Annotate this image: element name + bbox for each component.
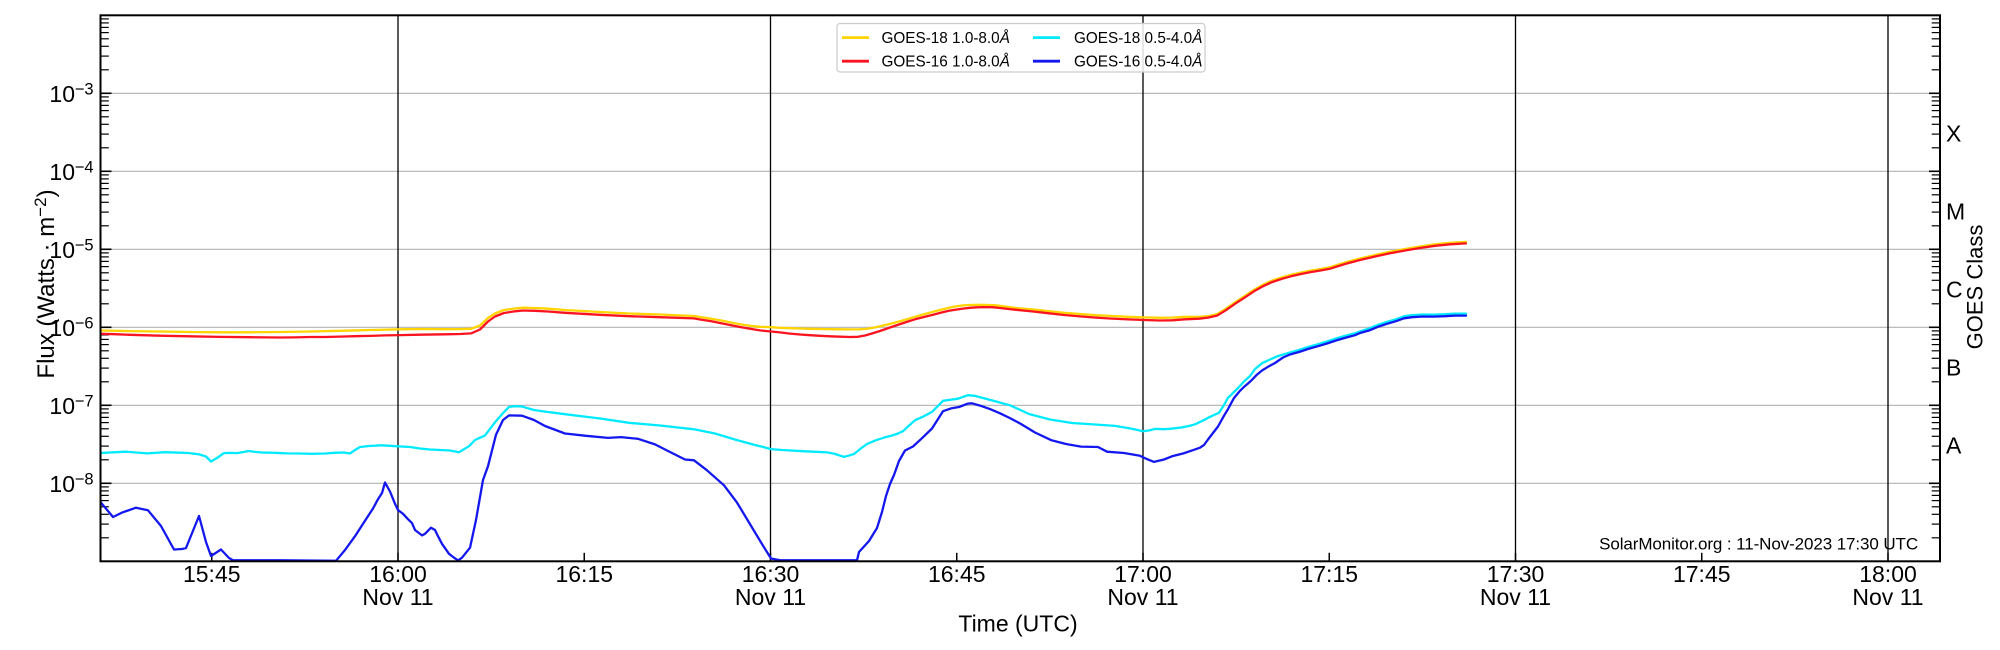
svg-text:M: M — [1946, 199, 1965, 225]
svg-text:GOES-18 1.0-8.0Å: GOES-18 1.0-8.0Å — [882, 30, 1010, 47]
svg-text:Time (UTC): Time (UTC) — [958, 611, 1077, 637]
svg-text:−8: −8 — [75, 470, 94, 488]
svg-text:17:30: 17:30 — [1487, 561, 1545, 587]
svg-text:GOES-18 0.5-4.0Å: GOES-18 0.5-4.0Å — [1074, 30, 1202, 47]
svg-text:Flux (Watts · m−2): Flux (Watts · m−2) — [31, 189, 60, 378]
svg-text:Nov 11: Nov 11 — [1480, 584, 1551, 610]
svg-text:−5: −5 — [75, 236, 94, 254]
svg-text:16:30: 16:30 — [742, 561, 800, 587]
svg-text:X: X — [1946, 121, 1961, 147]
svg-text:−3: −3 — [75, 80, 94, 98]
svg-text:B: B — [1946, 355, 1961, 381]
svg-text:17:45: 17:45 — [1673, 561, 1731, 587]
svg-text:16:45: 16:45 — [928, 561, 986, 587]
svg-text:−4: −4 — [75, 158, 94, 176]
svg-text:10: 10 — [49, 471, 75, 497]
svg-text:GOES-16 1.0-8.0Å: GOES-16 1.0-8.0Å — [882, 54, 1010, 71]
svg-text:SolarMonitor.org : 11-Nov-2023: SolarMonitor.org : 11-Nov-2023 17:30 UTC — [1599, 535, 1918, 554]
svg-text:C: C — [1946, 277, 1963, 303]
svg-text:10: 10 — [49, 81, 75, 107]
svg-text:10: 10 — [49, 159, 75, 185]
svg-text:18:00: 18:00 — [1859, 561, 1917, 587]
svg-text:−6: −6 — [75, 314, 94, 332]
svg-text:GOES-16 0.5-4.0Å: GOES-16 0.5-4.0Å — [1074, 54, 1202, 71]
svg-text:16:15: 16:15 — [555, 561, 613, 587]
svg-text:Nov 11: Nov 11 — [362, 584, 433, 610]
svg-text:10: 10 — [49, 393, 75, 419]
svg-text:−7: −7 — [75, 392, 94, 410]
svg-text:Nov 11: Nov 11 — [735, 584, 806, 610]
svg-text:15:45: 15:45 — [183, 561, 241, 587]
svg-text:10: 10 — [49, 315, 75, 341]
svg-text:10: 10 — [49, 237, 75, 263]
svg-text:Nov 11: Nov 11 — [1107, 584, 1178, 610]
svg-text:A: A — [1946, 433, 1962, 459]
svg-text:GOES Class: GOES Class — [1963, 225, 1988, 350]
svg-text:17:00: 17:00 — [1114, 561, 1172, 587]
svg-text:Nov 11: Nov 11 — [1852, 584, 1923, 610]
svg-text:17:15: 17:15 — [1300, 561, 1358, 587]
svg-text:16:00: 16:00 — [369, 561, 427, 587]
